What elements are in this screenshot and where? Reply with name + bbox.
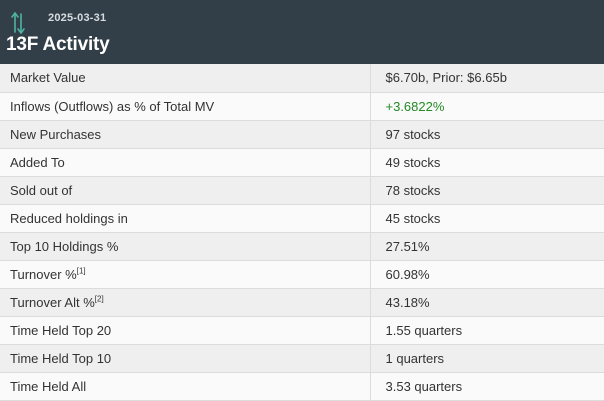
table-row: Sold out of 78 stocks: [0, 176, 604, 205]
row-label: Top 10 Holdings %: [0, 232, 371, 261]
row-value: $6.70b, Prior: $6.65b: [370, 64, 604, 93]
report-date: 2025-03-31: [48, 12, 107, 24]
table-row: New Purchases 97 stocks: [0, 120, 604, 149]
row-value: 60.98%: [370, 260, 604, 289]
table-row: Market Value $6.70b, Prior: $6.65b: [0, 64, 604, 93]
row-label: Time Held Top 20: [0, 316, 371, 345]
footnote-ref[interactable]: [1]: [76, 266, 86, 276]
row-label: Time Held All: [0, 372, 371, 401]
table-row: Inflows (Outflows) as % of Total MV +3.6…: [0, 92, 604, 121]
table-row: Time Held All 3.53 quarters: [0, 372, 604, 401]
row-label: Reduced holdings in: [0, 204, 371, 233]
row-label: Turnover Alt %[2]: [0, 288, 371, 317]
row-label: Time Held Top 10: [0, 344, 371, 373]
row-label: Sold out of: [0, 176, 371, 205]
table-row: Turnover Alt %[2] 43.18%: [0, 288, 604, 317]
row-label: Market Value: [0, 64, 371, 93]
row-value: 97 stocks: [370, 120, 604, 149]
up-down-arrows-icon: [11, 12, 25, 34]
table-row: Reduced holdings in 45 stocks: [0, 204, 604, 233]
row-value: 45 stocks: [370, 204, 604, 233]
row-value: 27.51%: [370, 232, 604, 261]
row-value: 49 stocks: [370, 148, 604, 177]
row-value: 78 stocks: [370, 176, 604, 205]
row-value: 3.53 quarters: [370, 372, 604, 401]
table-row: Time Held Top 10 1 quarters: [0, 344, 604, 373]
activity-table: Market Value $6.70b, Prior: $6.65b Inflo…: [0, 64, 604, 401]
row-value: 1.55 quarters: [370, 316, 604, 345]
table-row: Top 10 Holdings % 27.51%: [0, 232, 604, 261]
footnote-ref[interactable]: [2]: [94, 294, 104, 304]
panel-header: 2025-03-31 13F Activity: [0, 0, 604, 64]
inflows-value: +3.6822%: [385, 98, 445, 114]
row-label: New Purchases: [0, 120, 371, 149]
table-row: Turnover %[1] 60.98%: [0, 260, 604, 289]
row-value: +3.6822%: [370, 92, 604, 121]
panel-title: 13F Activity: [6, 34, 110, 55]
table-row: Added To 49 stocks: [0, 148, 604, 177]
table-row: Time Held Top 20 1.55 quarters: [0, 316, 604, 345]
row-label: Added To: [0, 148, 371, 177]
row-label: Inflows (Outflows) as % of Total MV: [0, 92, 371, 121]
row-value: 1 quarters: [370, 344, 604, 373]
row-label: Turnover %[1]: [0, 260, 371, 289]
row-value: 43.18%: [370, 288, 604, 317]
